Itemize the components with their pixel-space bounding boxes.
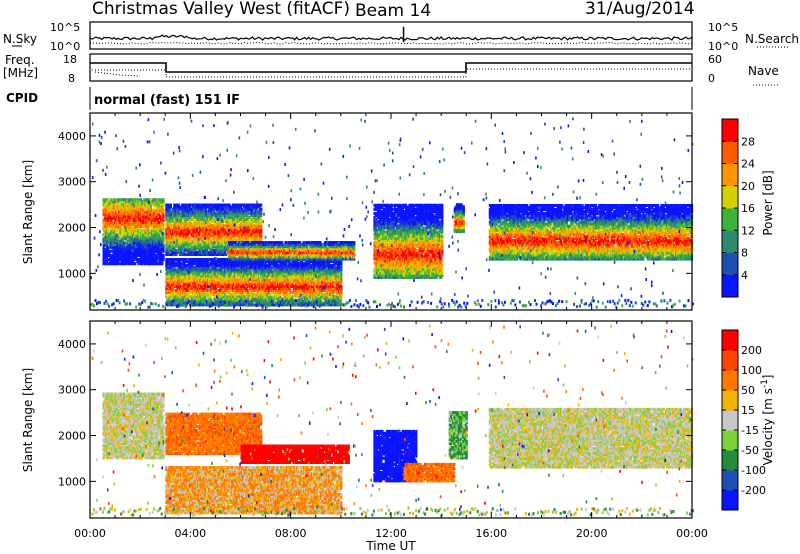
noise-right-tick-low: 10^0: [708, 40, 738, 53]
noise-panel: N.Sky 10^5 10^0 10^5 10^0 N.Search: [3, 21, 799, 53]
noise-left-tick-high: 10^5: [50, 21, 80, 34]
figure: Christmas Valley West (fitACF) Beam 14 3…: [0, 0, 800, 554]
echo-cell: [134, 262, 136, 265]
cpid-value: normal (fast) 151 IF: [94, 93, 240, 108]
noise-left-tick-low: 10^0: [50, 40, 80, 53]
noise-right-label: N.Search: [745, 32, 799, 46]
freq-label-line2: [MHz]: [3, 66, 38, 80]
nave-trace: [92, 69, 690, 77]
freq-tick-low: 8: [68, 72, 75, 85]
echo-cell: [123, 242, 125, 245]
noise-sky-line: [90, 35, 692, 40]
noise-right-tick-high: 10^5: [708, 21, 738, 34]
power-scatter: [90, 117, 694, 308]
echo-cell: [109, 250, 111, 253]
freq-tick-high: 18: [63, 53, 77, 66]
noise-search-trace: [90, 43, 692, 45]
noise-trace: [90, 27, 692, 42]
noise-search-line: [90, 43, 692, 45]
cpid-label: CPID: [6, 91, 38, 105]
nave-tick-high: 60: [708, 53, 722, 66]
station-title: Christmas Valley West (fitACF): [92, 0, 350, 19]
freq-label-line1: Freq.: [5, 53, 35, 67]
beam-label: Beam 14: [355, 1, 431, 21]
echo-cell: [114, 198, 116, 201]
frequency-panel: Freq. [MHz] 18 8 60 0 Nave: [3, 53, 780, 85]
date-label: 31/Aug/2014: [585, 0, 695, 19]
echo-cell: [121, 233, 123, 236]
noise-left-label: N.Sky: [3, 32, 37, 46]
nave-tick-low: 0: [708, 72, 715, 85]
frequency-trace: [90, 63, 692, 72]
nave-label: Nave: [748, 64, 779, 78]
